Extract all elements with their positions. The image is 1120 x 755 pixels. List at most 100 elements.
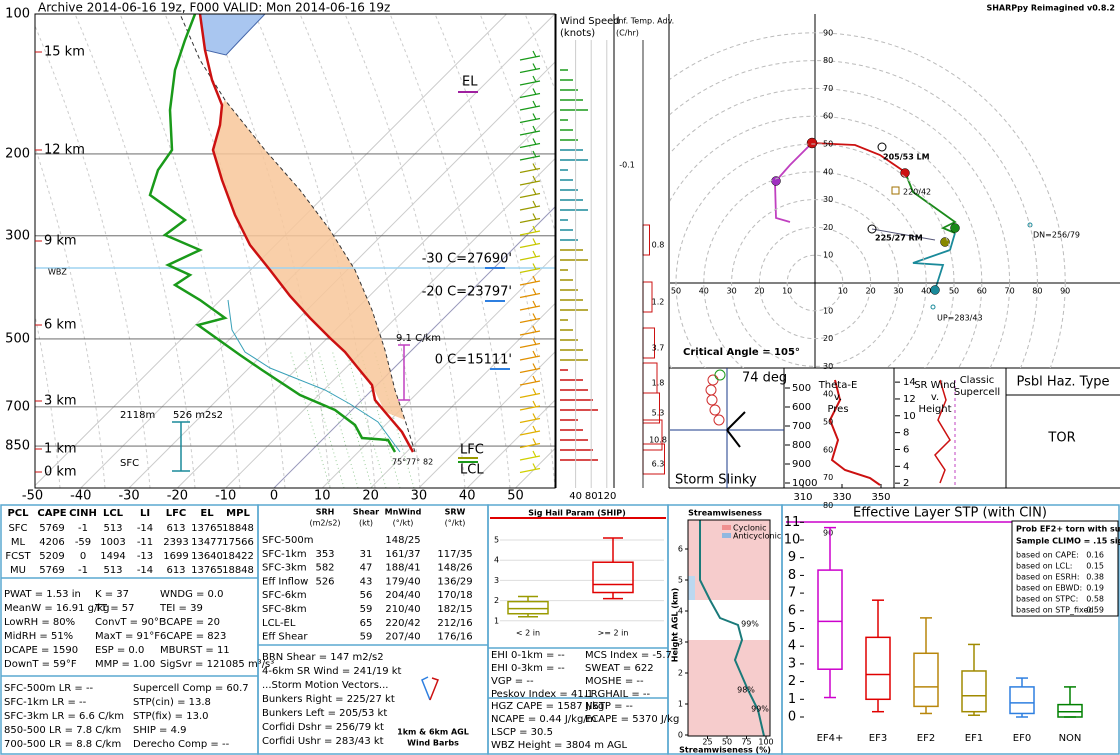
inflow-srh: 526 m2s2 xyxy=(173,410,223,421)
index: VGP = -- xyxy=(491,676,534,687)
hodo-ring xyxy=(670,60,1038,368)
x-tick-label: EF0 xyxy=(1013,733,1031,744)
index: DCAPE = 1590 xyxy=(4,645,78,656)
slinky-angle: 74 deg xyxy=(742,371,787,386)
table-cell: 117/35 xyxy=(437,549,472,560)
row-label: Eff Shear xyxy=(262,632,308,643)
index: MBURST = 11 xyxy=(160,645,230,656)
point-label: 98% xyxy=(737,686,755,695)
barb-1km xyxy=(421,676,431,701)
hazard-title: Psbl Haz. Type xyxy=(1016,375,1109,390)
x-tick-label: EF2 xyxy=(917,733,935,744)
barb xyxy=(519,413,541,424)
row-label: SFC-6km xyxy=(262,590,307,601)
y-tick-label: 2 xyxy=(494,596,499,605)
inflow-height: 2118m xyxy=(120,410,155,421)
table-cell: 220/42 xyxy=(385,618,420,629)
index: ConvT = 90°F xyxy=(95,617,165,628)
y-tick-label: 500 xyxy=(792,383,811,394)
index: TT = 57 xyxy=(94,603,135,614)
isotherm xyxy=(177,109,555,488)
ring-label: 30 xyxy=(893,287,903,296)
table-header: (°/kt) xyxy=(393,519,414,528)
table-cell: 65 xyxy=(360,618,373,629)
table-cell: -1 xyxy=(78,565,88,576)
parcel-trace xyxy=(179,14,416,453)
x-tick-label: >= 2 in xyxy=(598,629,629,638)
dewpoint-profile xyxy=(148,14,397,453)
index: PWAT = 1.53 in xyxy=(4,589,81,600)
x-tick-label: 40 xyxy=(569,491,582,502)
height-label: 1 km xyxy=(44,442,77,457)
classification: Supercell xyxy=(954,387,1000,398)
isotherm xyxy=(418,351,555,488)
y-tick-label: 800 xyxy=(792,440,811,451)
ring-label: 40 xyxy=(823,390,833,399)
hodo-dot xyxy=(900,168,910,178)
hodo-3-6km xyxy=(904,171,957,234)
ring-label: 90 xyxy=(823,529,833,538)
x-tick-label: 20 xyxy=(362,489,379,504)
ring-label: 80 xyxy=(1032,287,1042,296)
table-header: Shear xyxy=(353,508,379,517)
motion-vector: BRN Shear = 147 m2/s2 xyxy=(262,652,384,663)
legend-value: 0.16 xyxy=(1086,551,1104,560)
x-tick-label: 80 xyxy=(585,491,598,502)
ring-label: 10 xyxy=(823,306,833,315)
y-tick-label: 3 xyxy=(494,576,499,585)
y-tick-label: 5 xyxy=(788,621,796,636)
barb xyxy=(519,138,541,149)
y-tick-label: 14 xyxy=(903,377,916,388)
panel-title: SR Wind xyxy=(914,380,956,391)
hodo-dot xyxy=(930,285,940,295)
ring-label: 20 xyxy=(823,334,833,343)
slinky-vectors xyxy=(726,411,746,448)
hodo-ring xyxy=(758,226,872,340)
barb xyxy=(519,425,541,436)
lcl-label: LCL xyxy=(460,463,484,478)
x-tick-label: 50 xyxy=(722,738,732,747)
x-tick-label: 310 xyxy=(793,492,812,503)
index: TEI = 39 xyxy=(159,603,203,614)
table-header: SRH xyxy=(316,508,335,517)
height-label: 12 km xyxy=(44,143,85,158)
lapse-rate-bracket xyxy=(398,344,410,401)
panel-title: Streamwiseness xyxy=(688,509,762,518)
table-cell: 59 xyxy=(360,604,373,615)
motion-vector: Corfidi Ushr = 283/43 kt xyxy=(262,736,384,747)
mean-wind xyxy=(891,186,900,195)
index: LRGHAIL = -- xyxy=(585,689,650,700)
y-tick-label: 12 xyxy=(903,394,916,405)
x-tick-label: 75 xyxy=(741,738,751,747)
barb xyxy=(519,263,541,274)
skewt-profiles xyxy=(35,14,555,453)
theta-e-profile xyxy=(828,379,881,486)
table-cell: 31 xyxy=(360,549,373,560)
index: SWEAT = 622 xyxy=(585,663,654,674)
barb-caption: Wind Barbs xyxy=(407,739,459,748)
index: NCAPE = 0.44 J/kg/m xyxy=(491,714,596,725)
ring-label: 10 xyxy=(823,251,833,260)
table-header: MnWind xyxy=(385,508,422,517)
lapse-rate: SFC-1km LR = -- xyxy=(4,697,87,708)
table-cell: 1494 xyxy=(100,551,125,562)
barb xyxy=(519,225,541,236)
motion-vector: 4-6km SR Wind = 241/19 kt xyxy=(262,666,402,677)
barb xyxy=(519,438,541,449)
y-tick-label: 3 xyxy=(678,638,683,647)
panel-title: v. xyxy=(931,392,939,403)
barb xyxy=(519,338,541,349)
y-tick-label: 1 xyxy=(678,700,683,709)
x-tick-label: 30 xyxy=(411,489,428,504)
right-mover xyxy=(867,224,877,234)
y-tick-label: 2 xyxy=(903,478,909,489)
index: LowRH = 80% xyxy=(4,617,75,628)
barb xyxy=(519,238,541,249)
ring-label: 50 xyxy=(949,287,959,296)
index: WNDG = 0.0 xyxy=(160,589,223,600)
header-title: Archive 2014-06-16 19z, F000 VALID: Mon … xyxy=(38,1,390,15)
corfidi-up xyxy=(930,304,936,310)
x-tick-label: 120 xyxy=(597,491,616,502)
y-tick-label: 6 xyxy=(788,603,796,618)
x-tick-label: < 2 in xyxy=(516,629,540,638)
